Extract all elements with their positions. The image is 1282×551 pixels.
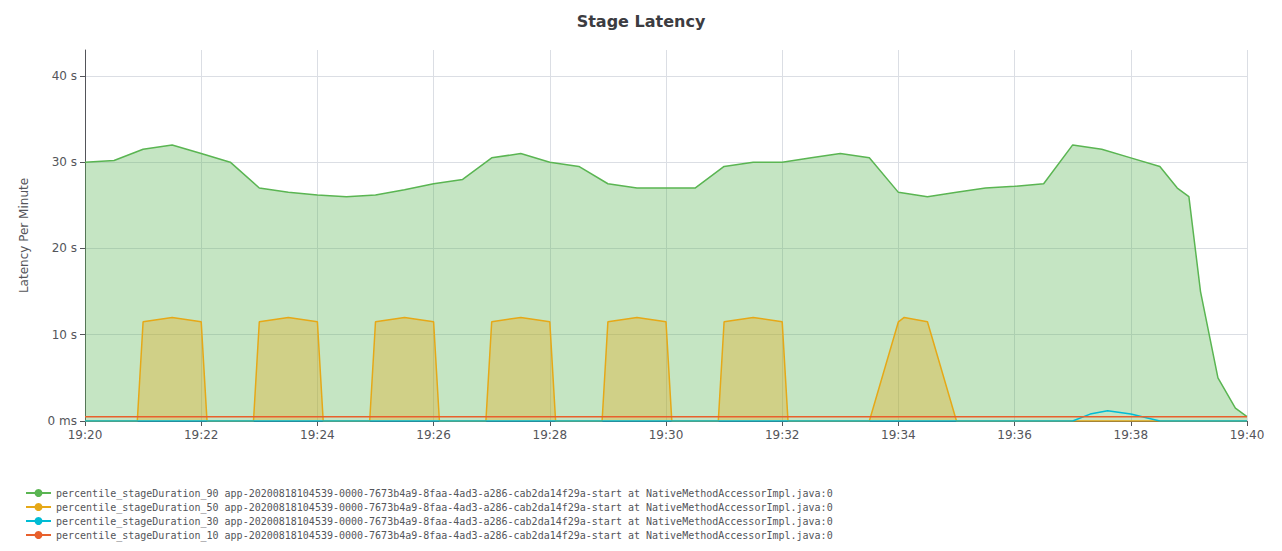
svg-text:10 s: 10 s [52, 328, 77, 342]
svg-text:19:38: 19:38 [1114, 428, 1149, 442]
svg-text:30 s: 30 s [52, 155, 77, 169]
svg-text:19:40: 19:40 [1230, 428, 1265, 442]
svg-text:40 s: 40 s [52, 69, 77, 83]
svg-text:19:30: 19:30 [649, 428, 684, 442]
svg-text:19:22: 19:22 [184, 428, 219, 442]
svg-text:percentile_stageDuration_90 ap: percentile_stageDuration_90 app-20200818… [56, 488, 833, 500]
svg-text:Latency Per Minute: Latency Per Minute [17, 178, 31, 293]
svg-text:19:36: 19:36 [997, 428, 1032, 442]
svg-text:19:32: 19:32 [765, 428, 800, 442]
svg-text:20 s: 20 s [52, 241, 77, 255]
svg-text:percentile_stageDuration_10 ap: percentile_stageDuration_10 app-20200818… [56, 530, 833, 542]
svg-text:percentile_stageDuration_50 ap: percentile_stageDuration_50 app-20200818… [56, 502, 833, 514]
svg-text:19:20: 19:20 [68, 428, 103, 442]
svg-text:19:26: 19:26 [416, 428, 451, 442]
svg-text:percentile_stageDuration_30 ap: percentile_stageDuration_30 app-20200818… [56, 516, 833, 528]
svg-text:0 ms: 0 ms [48, 414, 77, 428]
svg-text:19:24: 19:24 [300, 428, 335, 442]
svg-text:Stage Latency: Stage Latency [577, 12, 706, 31]
svg-text:19:34: 19:34 [881, 428, 916, 442]
svg-text:19:28: 19:28 [533, 428, 568, 442]
